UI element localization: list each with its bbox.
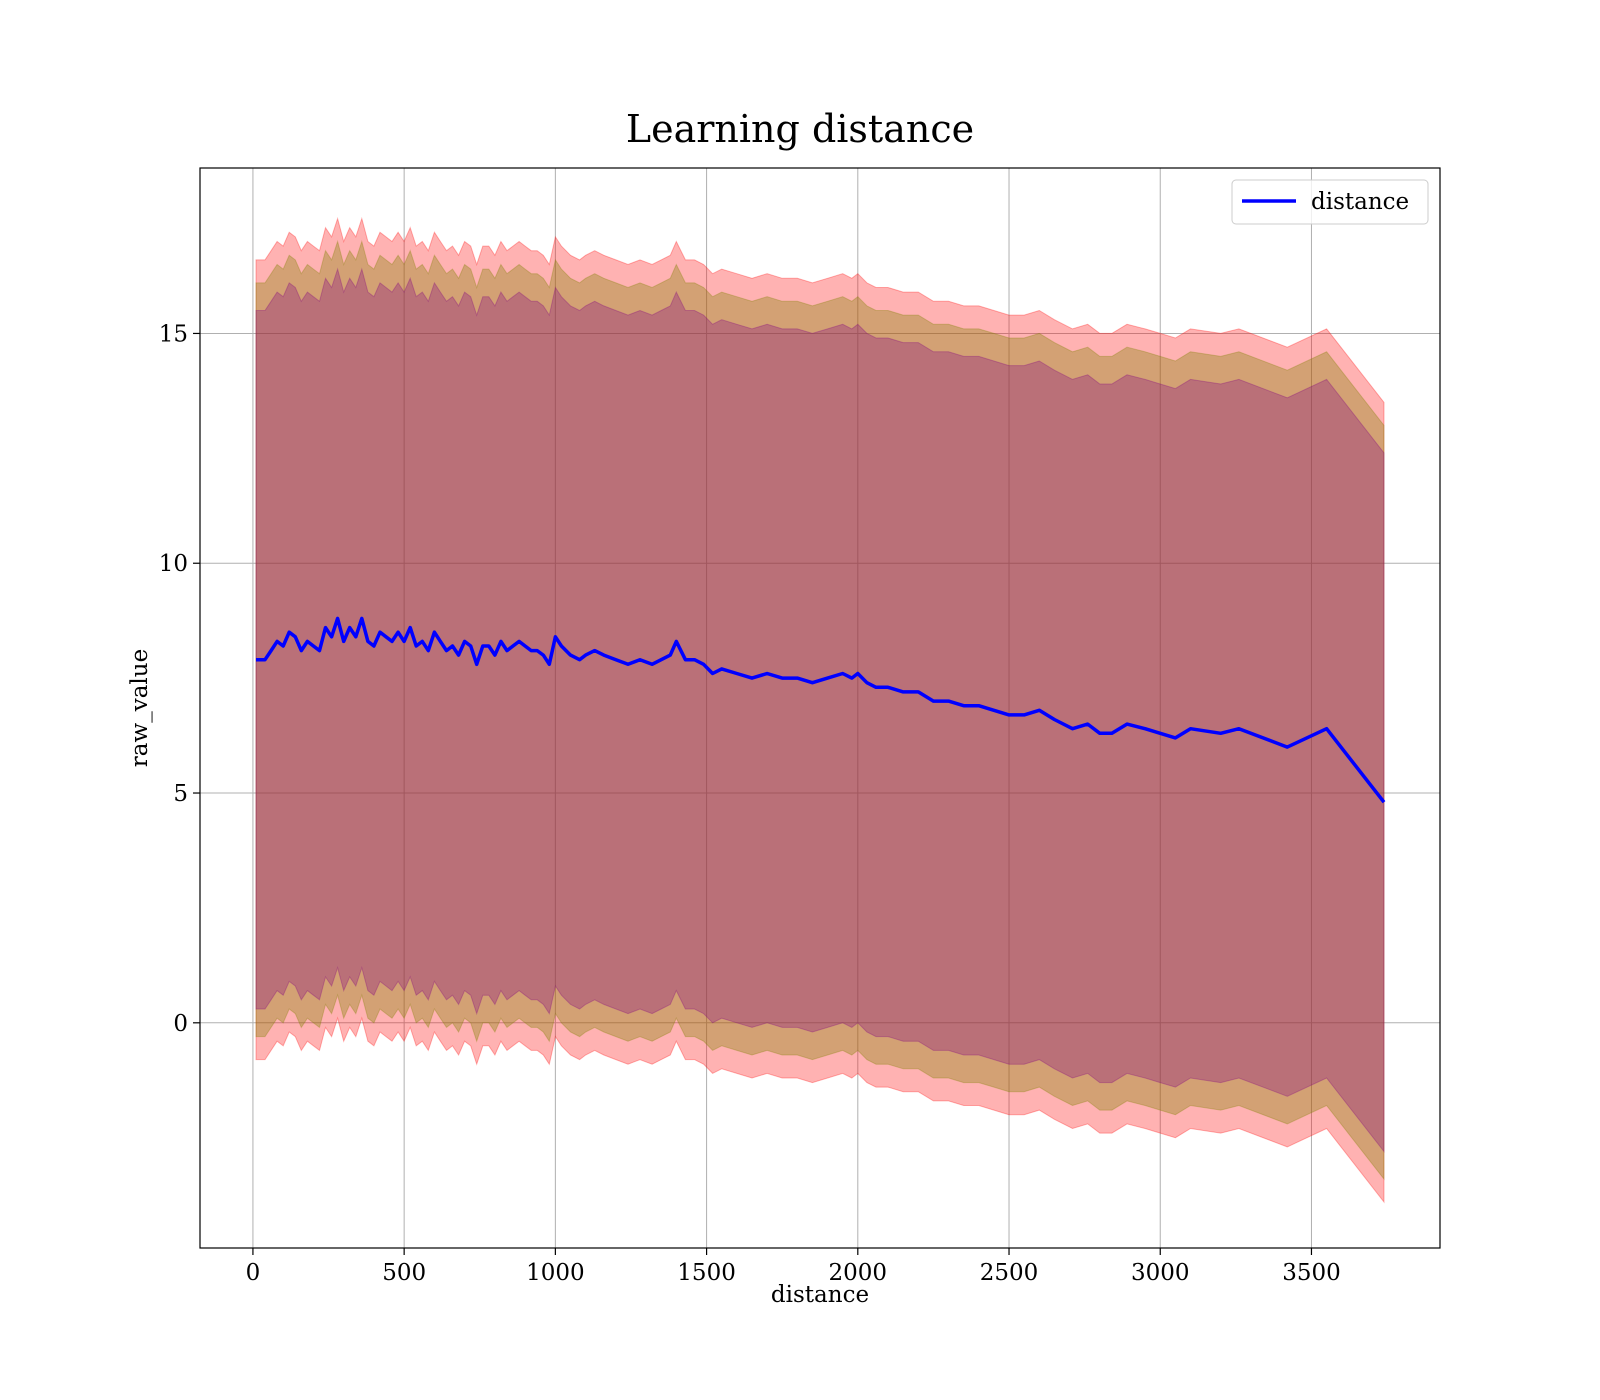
y-tick-label: 10 bbox=[159, 551, 188, 577]
inner-band bbox=[255, 267, 1385, 1153]
x-tick-label: 3000 bbox=[1131, 1260, 1190, 1286]
y-tick-label: 5 bbox=[173, 781, 188, 807]
y-axis-ticks: 0 5 10 15 bbox=[159, 321, 200, 1037]
grid bbox=[200, 168, 1440, 1248]
x-tick-label: 1500 bbox=[677, 1260, 736, 1286]
x-axis-label: distance bbox=[771, 1282, 869, 1308]
x-axis-ticks: 0 500 1000 1500 2000 2500 3000 3500 bbox=[246, 1248, 1341, 1286]
legend-entry-distance: distance bbox=[1311, 189, 1409, 215]
legend-box bbox=[1231, 179, 1429, 225]
y-tick-label: 15 bbox=[159, 321, 188, 347]
x-tick-label: 2000 bbox=[829, 1260, 888, 1286]
middle-band bbox=[255, 239, 1385, 1181]
plot-frame bbox=[199, 167, 1441, 1249]
series-line-distance bbox=[256, 616, 1386, 804]
x-tick-label: 0 bbox=[246, 1260, 261, 1286]
x-tick-label: 1000 bbox=[526, 1260, 585, 1286]
chart-title: Learning distance bbox=[626, 107, 974, 151]
y-tick-label: 0 bbox=[173, 1011, 188, 1037]
y-axis-label: raw_value bbox=[127, 649, 153, 767]
x-tick-label: 500 bbox=[382, 1260, 426, 1286]
outer-band bbox=[255, 216, 1385, 1204]
x-tick-label: 2500 bbox=[980, 1260, 1039, 1286]
legend: distance bbox=[1231, 179, 1429, 225]
confidence-bands bbox=[255, 216, 1385, 1204]
x-tick-label: 3500 bbox=[1282, 1260, 1341, 1286]
series-layer bbox=[256, 616, 1386, 804]
